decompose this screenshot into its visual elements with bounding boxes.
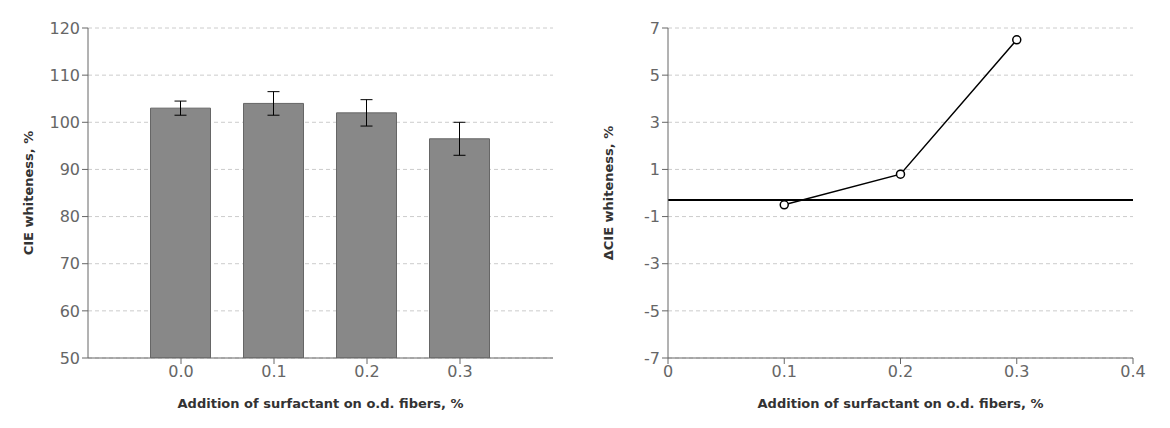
svg-text:90: 90 [60, 160, 80, 179]
svg-text:0.4: 0.4 [1120, 362, 1145, 381]
svg-text:0.1: 0.1 [772, 362, 797, 381]
svg-text:120: 120 [49, 19, 80, 38]
svg-text:60: 60 [60, 302, 80, 321]
svg-text:CIE whiteness, %: CIE whiteness, % [21, 131, 36, 256]
svg-text:50: 50 [60, 349, 80, 368]
svg-text:-1: -1 [644, 207, 660, 226]
svg-text:0.1: 0.1 [261, 362, 286, 381]
svg-text:Addition of surfactant on o.d.: Addition of surfactant on o.d. fibers, % [758, 396, 1044, 411]
svg-text:0.2: 0.2 [354, 362, 379, 381]
svg-text:-3: -3 [644, 254, 660, 273]
svg-text:1: 1 [650, 160, 660, 179]
svg-text:Addition of surfactant on o.d.: Addition of surfactant on o.d. fibers, % [178, 396, 464, 411]
svg-text:70: 70 [60, 254, 80, 273]
svg-text:3: 3 [650, 113, 660, 132]
svg-text:0.3: 0.3 [1004, 362, 1029, 381]
svg-text:7: 7 [650, 19, 660, 38]
svg-text:5: 5 [650, 66, 660, 85]
svg-text:0.2: 0.2 [888, 362, 913, 381]
svg-text:-7: -7 [644, 349, 660, 368]
svg-text:0.0: 0.0 [168, 362, 193, 381]
svg-text:ΔCIE whiteness, %: ΔCIE whiteness, % [601, 126, 616, 261]
svg-text:110: 110 [49, 66, 80, 85]
svg-text:0: 0 [663, 362, 673, 381]
svg-text:0.3: 0.3 [447, 362, 472, 381]
svg-text:80: 80 [60, 207, 80, 226]
svg-text:100: 100 [49, 113, 80, 132]
svg-text:-5: -5 [644, 302, 660, 321]
